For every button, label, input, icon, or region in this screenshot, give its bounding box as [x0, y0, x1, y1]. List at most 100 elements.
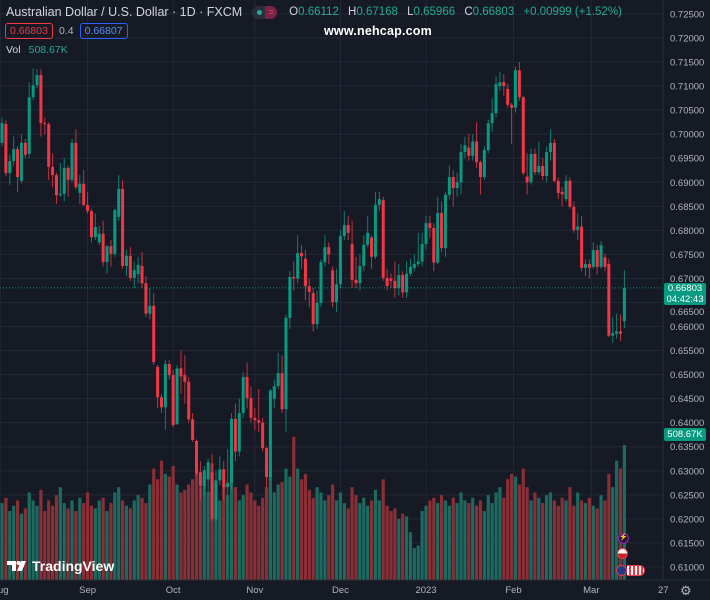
volume-bar: [35, 505, 39, 580]
volume-badge: 508.67K: [664, 428, 706, 441]
candle-body: [432, 227, 436, 263]
us-flag-event-icon[interactable]: [617, 548, 628, 559]
candle: [440, 201, 444, 252]
stacked-events-icon[interactable]: [627, 565, 645, 576]
candle: [358, 254, 362, 291]
volume-bar: [31, 500, 35, 580]
volume-bar: [93, 508, 97, 580]
volume-bar: [545, 495, 549, 580]
candle-body: [405, 273, 409, 293]
candle: [253, 408, 257, 430]
volume-bar: [70, 500, 74, 580]
candle: [607, 259, 611, 338]
volume-bar: [373, 489, 378, 580]
volume-bar: [622, 445, 626, 580]
candle-body: [564, 180, 568, 200]
volume-bar: [288, 476, 292, 580]
volume-bar: [163, 473, 167, 580]
candle-body: [580, 226, 584, 268]
volume-bar: [229, 479, 234, 580]
candle: [226, 449, 230, 495]
open-value: 0.66112: [298, 6, 339, 18]
spread-value: 0.4: [58, 25, 74, 37]
volume-bar: [525, 487, 529, 580]
volume-bar: [272, 492, 276, 580]
candle-body: [478, 162, 482, 177]
candle-body: [226, 482, 230, 488]
candle: [249, 386, 253, 423]
candle: [319, 259, 323, 308]
time-tick-label: Oct: [166, 585, 181, 596]
time-axis[interactable]: Aug Sep Oct Nov Dec 2023 Feb Mar 27: [0, 585, 669, 596]
candle: [113, 208, 117, 257]
price-tick-label: 0.66500: [670, 307, 704, 318]
candle-body: [124, 255, 128, 266]
candle: [300, 244, 304, 269]
volume-bar: [307, 489, 311, 580]
candle-body: [175, 368, 179, 425]
candle-body: [86, 204, 90, 212]
au-flag-event-icon[interactable]: [616, 565, 627, 576]
volume-bar: [179, 492, 183, 580]
candle-body: [595, 250, 599, 267]
grid-lines: [0, 0, 663, 580]
symbol-title[interactable]: Australian Dollar / U.S. Dollar · 1D · F…: [6, 5, 243, 19]
candle: [124, 249, 128, 277]
volume-bar: [148, 484, 152, 580]
candle: [587, 259, 591, 279]
volume-bar: [416, 545, 420, 580]
candle: [265, 446, 269, 488]
time-tick-label: Feb: [505, 585, 521, 596]
candle-body: [377, 199, 381, 205]
candle-body: [257, 420, 261, 423]
time-tick-label: 2023: [415, 585, 436, 596]
volume-bar: [140, 497, 144, 580]
volume-bar: [439, 495, 444, 580]
price-axis[interactable]: 0.72500 0.72000 0.71500 0.71000 0.70500 0.700…: [670, 10, 704, 574]
volume-bar: [428, 500, 432, 580]
high-label: H: [348, 6, 357, 18]
volume-bar: [74, 511, 78, 580]
price-tick-label: 0.72500: [670, 10, 704, 21]
volume-bar: [556, 505, 560, 580]
candle: [93, 213, 97, 240]
candle: [432, 223, 436, 272]
candle-body: [144, 283, 148, 314]
candle: [272, 379, 276, 409]
market-status-toggle[interactable]: =: [252, 5, 278, 19]
volume-bar: [397, 518, 401, 580]
volume-bar: [97, 500, 101, 580]
candle: [405, 261, 409, 298]
volume-bar: [136, 495, 140, 580]
candle: [443, 191, 447, 257]
candle: [436, 196, 440, 265]
candle-body: [136, 264, 140, 275]
high-value: 0.67168: [356, 6, 398, 18]
candle-body: [210, 472, 214, 519]
candle: [595, 244, 599, 275]
candle-body: [498, 82, 502, 87]
volume-legend[interactable]: Vol 508.67K: [6, 44, 68, 56]
volume-bar: [521, 468, 525, 580]
volume-bar: [54, 495, 59, 580]
candle: [307, 278, 311, 308]
buy-button[interactable]: 0.66807: [79, 23, 128, 39]
candle-body: [195, 440, 198, 474]
candle-body: [12, 149, 16, 162]
volume-bar: [327, 495, 331, 580]
candle: [218, 456, 222, 486]
candle-body: [311, 292, 315, 325]
sell-button[interactable]: 0.66803: [5, 23, 53, 39]
candle-body: [74, 142, 78, 188]
candle-body: [607, 264, 611, 336]
candle: [475, 122, 479, 168]
lightning-event-icon[interactable]: ⚡: [618, 533, 629, 544]
candle-body: [265, 448, 269, 478]
candle-body: [424, 223, 428, 244]
volume-bar: [599, 495, 603, 580]
volume-bar: [342, 503, 346, 580]
volume-bar: [15, 500, 20, 580]
tradingview-logo[interactable]: TradingView: [6, 558, 114, 574]
settings-gear-icon[interactable]: ⚙: [680, 583, 692, 598]
